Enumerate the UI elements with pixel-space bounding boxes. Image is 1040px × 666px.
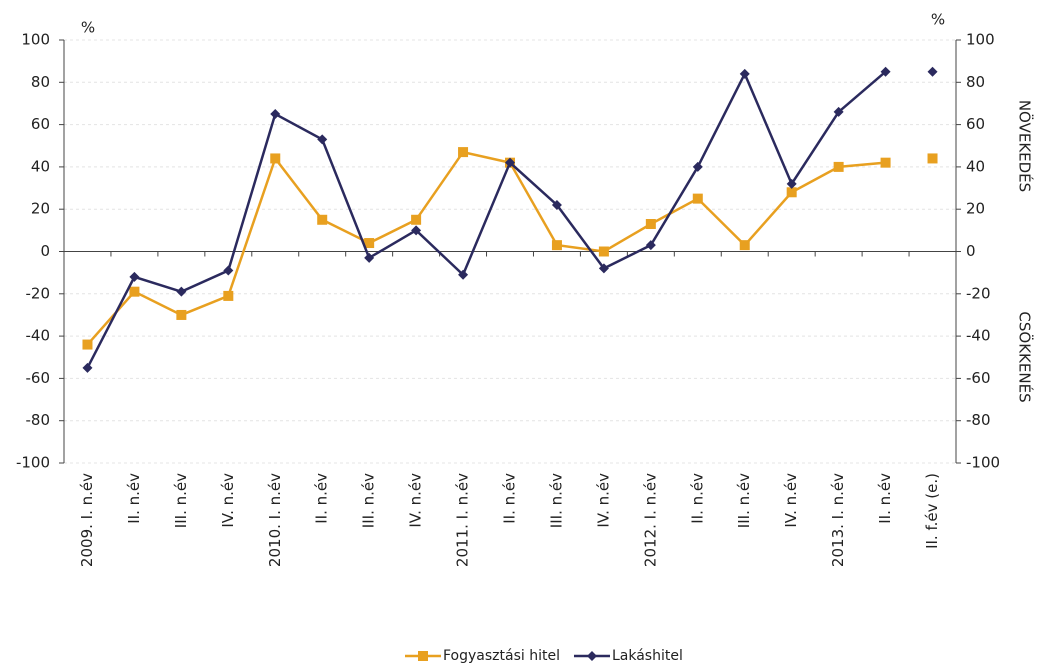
legend-label: Lakáshitel [612, 648, 683, 664]
y2-tick-label: -40 [966, 327, 991, 345]
marker [505, 157, 515, 168]
marker [364, 238, 375, 249]
x-tick-label: 2013. I. n.év [829, 473, 847, 567]
y2-tick-label: -20 [966, 284, 991, 302]
marker [129, 271, 140, 282]
y2-unit: % [931, 11, 945, 29]
y-tick-label: -60 [26, 369, 51, 387]
y-tick-label: 20 [31, 200, 50, 218]
marker [927, 153, 938, 164]
x-tick-label: IV. n.év [782, 473, 800, 528]
marker [458, 147, 469, 158]
marker [129, 286, 140, 297]
marker [551, 199, 562, 210]
x-tick-label: IV. n.év [219, 473, 237, 528]
x-tick-label: II. f.év (e.) [923, 473, 941, 549]
x-tick-label: III. n.év [172, 473, 190, 528]
marker [411, 225, 422, 236]
marker [551, 240, 562, 251]
marker [645, 219, 656, 230]
marker [364, 252, 375, 263]
marker [692, 161, 703, 172]
y-tick-label: -20 [26, 284, 51, 302]
marker [833, 161, 844, 172]
marker [739, 240, 750, 251]
y2-tick-label: 40 [966, 157, 985, 175]
marker [739, 68, 750, 79]
marker [270, 109, 281, 120]
series-line [86, 150, 886, 346]
x-tick-label: 2012. I. n.év [641, 473, 659, 567]
upper-label: NÖVEKEDÉS [1016, 100, 1035, 192]
y-tick-label: 60 [31, 115, 50, 133]
marker [833, 106, 844, 117]
x-tick-label: 2010. I. n.év [266, 473, 284, 567]
x-tick-label: II. n.év [125, 473, 143, 524]
x-tick-label: 2011. I. n.év [454, 473, 472, 567]
y2-tick-label: 0 [966, 242, 976, 260]
x-tick-label: IV. n.év [594, 473, 612, 528]
x-tick-label: II. n.év [313, 473, 331, 524]
y-tick-label: -40 [26, 327, 51, 345]
marker [317, 134, 328, 145]
y-tick-label: -80 [26, 411, 51, 429]
series-line [86, 70, 887, 369]
marker [786, 187, 797, 198]
y-tick-label: 80 [31, 73, 50, 91]
y2-tick-label: -60 [966, 369, 991, 387]
marker [645, 240, 656, 251]
marker [223, 290, 234, 301]
marker [598, 263, 609, 274]
marker [586, 651, 597, 661]
marker [270, 153, 281, 164]
y-tick-label: 40 [31, 157, 50, 175]
marker [418, 651, 428, 661]
marker [176, 309, 187, 320]
y2-tick-label: -100 [966, 454, 1000, 472]
marker [880, 157, 891, 168]
x-tick-label: II. n.év [688, 473, 706, 524]
marker [458, 269, 469, 280]
x-tick-label: IV. n.év [407, 473, 425, 528]
marker [411, 214, 422, 225]
legend-label: Fogyasztási hitel [443, 648, 560, 664]
marker [223, 265, 234, 276]
y-tick-label: 100 [21, 31, 50, 49]
x-tick-label: III. n.év [547, 473, 565, 528]
y2-tick-label: 60 [966, 115, 985, 133]
marker [880, 66, 891, 77]
marker [176, 286, 187, 297]
y-unit: % [81, 19, 95, 37]
marker [927, 66, 938, 77]
x-tick-label: III. n.év [735, 473, 753, 528]
marker [82, 362, 93, 373]
x-tick-label: II. n.év [876, 473, 894, 524]
y2-tick-label: 80 [966, 73, 985, 91]
y2-tick-label: 20 [966, 200, 985, 218]
x-tick-label: III. n.év [360, 473, 378, 528]
y-tick-label: -100 [16, 454, 50, 472]
marker [598, 246, 609, 257]
lower-label: CSÖKKENÉS [1016, 311, 1035, 402]
marker [786, 178, 797, 189]
y2-tick-label: 100 [966, 31, 995, 49]
x-tick-label: II. n.év [501, 473, 519, 524]
marker [317, 214, 328, 225]
y-tick-label: 0 [40, 242, 50, 260]
x-tick-label: 2009. I. n.év [78, 473, 96, 567]
marker [692, 193, 703, 204]
y2-tick-label: -80 [966, 411, 991, 429]
marker [82, 339, 93, 350]
